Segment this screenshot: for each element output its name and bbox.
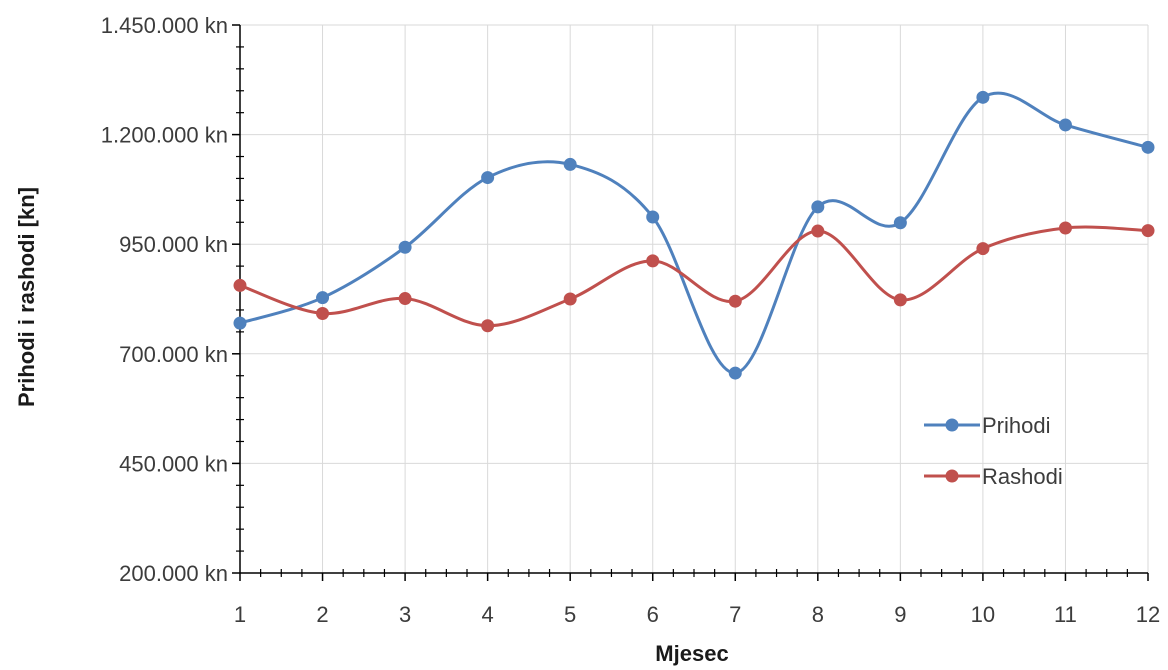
legend-label-rashodi: Rashodi (982, 464, 1063, 489)
data-point-rashodi (893, 293, 907, 307)
x-axis-title: Mjesec (655, 641, 728, 666)
data-point-prihodi (646, 210, 660, 224)
y-tick-label: 1.450.000 kn (101, 13, 228, 38)
data-point-prihodi (976, 90, 990, 104)
data-point-rashodi (398, 292, 412, 306)
x-tick-label: 4 (482, 602, 494, 627)
data-point-rashodi (728, 294, 742, 308)
x-tick-label: 7 (729, 602, 741, 627)
data-point-prihodi (811, 200, 825, 214)
legend-marker-prihodi (945, 418, 959, 432)
data-point-prihodi (481, 171, 495, 185)
y-tick-label: 700.000 kn (119, 342, 228, 367)
grid (240, 24, 1149, 573)
x-tick-label: 12 (1136, 602, 1160, 627)
x-tick-label: 2 (316, 602, 328, 627)
data-point-prihodi (893, 216, 907, 230)
x-tick-label: 9 (894, 602, 906, 627)
data-point-rashodi (481, 319, 495, 333)
y-tick-label: 1.200.000 kn (101, 123, 228, 148)
data-point-prihodi (398, 240, 412, 254)
data-point-prihodi (1058, 118, 1072, 132)
data-point-rashodi (316, 306, 330, 320)
axes (232, 24, 1149, 581)
series-layer (233, 90, 1155, 380)
y-axis-title: Prihodi i rashodi [kn] (14, 187, 39, 407)
data-point-rashodi (1058, 221, 1072, 235)
x-tick-label: 11 (1054, 602, 1077, 627)
legend-marker-rashodi (945, 469, 959, 483)
tick-labels: 200.000 kn 450.000 kn 700.000 kn 950.000 kn… (101, 13, 1160, 627)
data-point-rashodi (976, 242, 990, 256)
data-point-rashodi (233, 278, 247, 292)
x-tick-label: 6 (647, 602, 659, 627)
x-tick-label: 1 (234, 602, 246, 627)
data-point-prihodi (728, 366, 742, 380)
x-tick-label: 10 (971, 602, 995, 627)
x-tick-label: 5 (564, 602, 576, 627)
series-line-prihodi (239, 91, 1149, 375)
legend-label-prihodi: Prihodi (982, 413, 1050, 438)
legend: Prihodi Rashodi (924, 413, 1063, 489)
data-point-rashodi (563, 292, 577, 306)
y-tick-label: 950.000 kn (119, 232, 228, 257)
data-point-prihodi (1141, 140, 1155, 154)
x-tick-label: 8 (812, 602, 824, 627)
data-point-prihodi (563, 157, 577, 171)
x-tick-label: 3 (399, 602, 411, 627)
data-point-rashodi (646, 254, 660, 268)
y-tick-label: 200.000 kn (119, 561, 228, 586)
y-tick-label: 450.000 kn (119, 451, 228, 476)
data-point-rashodi (1141, 224, 1155, 238)
data-point-rashodi (811, 224, 825, 238)
data-point-prihodi (233, 316, 247, 330)
data-point-prihodi (316, 291, 330, 305)
